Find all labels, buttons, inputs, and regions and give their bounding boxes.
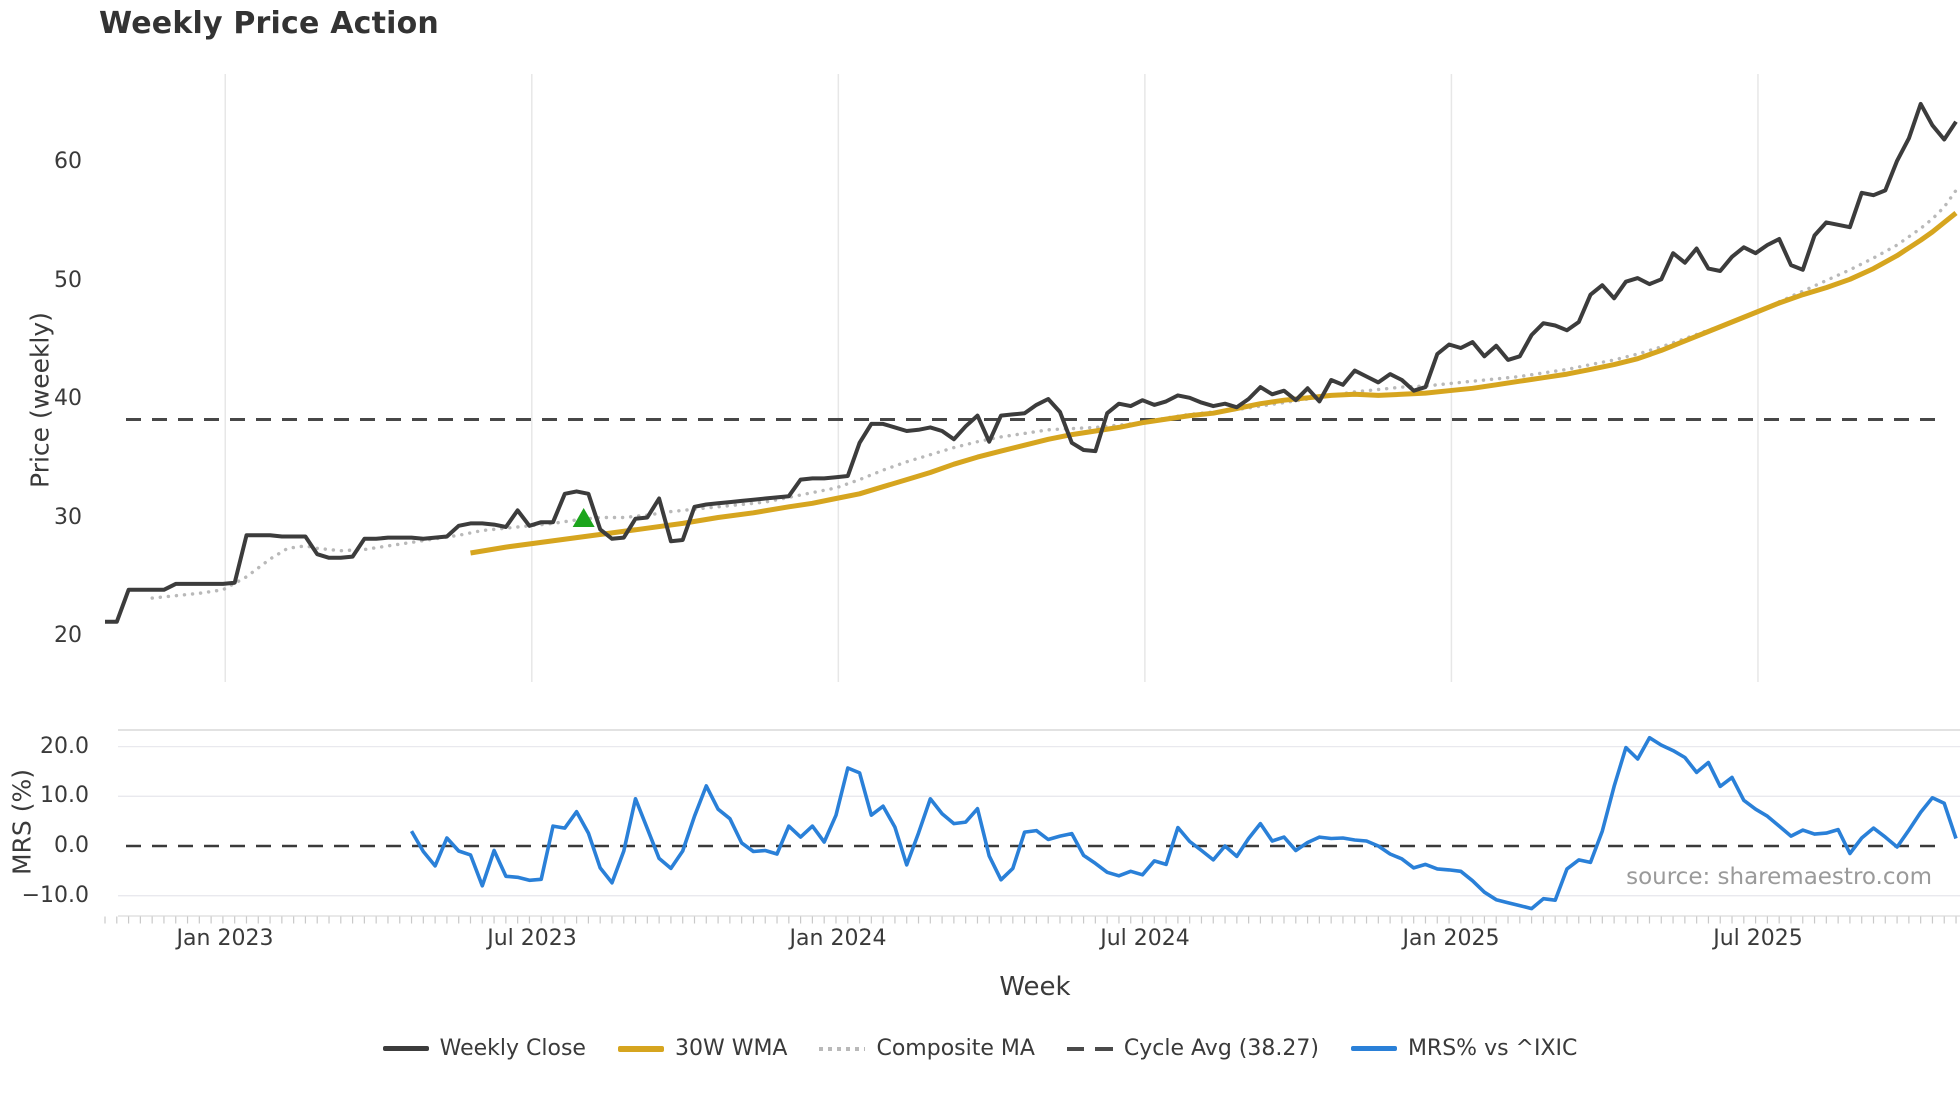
legend: Weekly Close 30W WMA Composite MA Cycle … [0, 1036, 1960, 1061]
price-ytick-40: 40 [54, 386, 82, 411]
price-ytick-50: 50 [54, 268, 82, 293]
mrs-ytick-neg10: −10.0 [21, 883, 89, 908]
xtick-jan-2024: Jan 2024 [789, 926, 887, 951]
legend-item-composite-ma: Composite MA [819, 1036, 1035, 1061]
price-ytick-60: 60 [54, 149, 82, 174]
legend-label: 30W WMA [674, 1036, 788, 1061]
x-axis-label: Week [999, 972, 1071, 1002]
xtick-jan-2025: Jan 2025 [1402, 926, 1500, 951]
price-ytick-20: 20 [54, 623, 82, 648]
legend-label: Weekly Close [439, 1036, 586, 1061]
cycle-avg-dashed-swatch-icon [1066, 1046, 1113, 1051]
signal-triangle-icon [572, 508, 595, 527]
source-note: source: sharemaestro.com [1626, 864, 1932, 890]
mrs-line-swatch-icon [1350, 1046, 1397, 1051]
xtick-jul-2024: Jul 2024 [1100, 926, 1190, 951]
legend-item-30w-wma: 30W WMA [617, 1036, 788, 1061]
legend-label: Cycle Avg (38.27) [1123, 1036, 1319, 1061]
legend-label: Composite MA [876, 1036, 1035, 1061]
price-ytick-30: 30 [54, 505, 82, 530]
composite-ma-dotted-swatch-icon [819, 1046, 866, 1051]
mrs-ytick-10: 10.0 [40, 783, 89, 808]
legend-item-weekly-close: Weekly Close [382, 1036, 586, 1061]
legend-label: MRS% vs ^IXIC [1407, 1036, 1578, 1061]
mrs-ytick-20: 20.0 [40, 734, 89, 759]
xtick-jul-2025: Jul 2025 [1713, 926, 1803, 951]
xtick-jan-2023: Jan 2023 [176, 926, 274, 951]
legend-item-mrs: MRS% vs ^IXIC [1350, 1036, 1578, 1061]
mrs-vs-ixic-line [409, 735, 1958, 911]
wma-line-swatch-icon [617, 1045, 664, 1052]
xtick-jul-2023: Jul 2023 [487, 926, 577, 951]
weekly-close-line-swatch-icon [382, 1046, 429, 1051]
30w-wma-line [470, 211, 1958, 556]
page-title: Weekly Price Action [99, 6, 439, 41]
weekly-close-line [105, 101, 1958, 624]
mrs-ytick-0: 0.0 [54, 833, 89, 858]
legend-item-cycle-avg: Cycle Avg (38.27) [1066, 1036, 1319, 1061]
